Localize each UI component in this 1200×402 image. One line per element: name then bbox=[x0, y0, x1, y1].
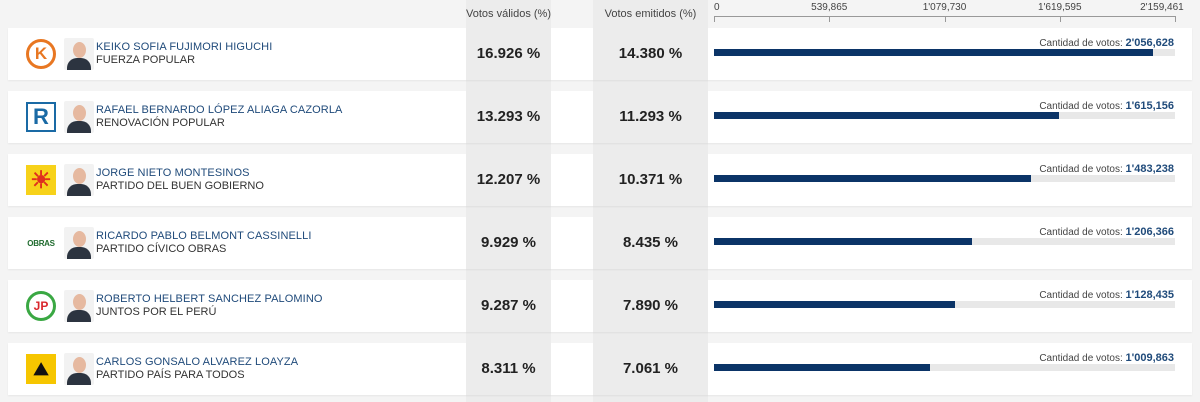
valid-votes-percent: 13.293 % bbox=[476, 108, 541, 125]
candidate-photo bbox=[64, 227, 94, 259]
axis-tick-label: 1'079,730 bbox=[922, 2, 967, 13]
candidate-photo bbox=[64, 290, 94, 322]
votes-label: Cantidad de votos: bbox=[1039, 101, 1123, 112]
party-logo-icon: JP bbox=[26, 291, 56, 321]
party-logo-icon: R bbox=[26, 102, 56, 132]
axis-tick bbox=[1059, 16, 1061, 22]
votes-value: 1'009,863 bbox=[1125, 352, 1175, 364]
votes-label: Cantidad de votos: bbox=[1039, 38, 1123, 49]
votes-bar bbox=[714, 175, 1031, 182]
party-name: PARTIDO CÍVICO OBRAS bbox=[96, 243, 227, 255]
votes-count: Cantidad de votos: 1'128,435 bbox=[1039, 289, 1174, 301]
candidate-row[interactable]: K KEIKO SOFIA FUJIMORI HIGUCHI FUERZA PO… bbox=[8, 28, 1192, 80]
emitted-votes-percent: 14.380 % bbox=[618, 45, 683, 62]
candidate-name[interactable]: JORGE NIETO MONTESINOS bbox=[96, 167, 250, 179]
votes-bar-track bbox=[714, 301, 1175, 308]
candidate-photo bbox=[64, 38, 94, 70]
header-valid-votes: Votos válidos (%) bbox=[466, 8, 551, 20]
axis-tick-label: 0 bbox=[714, 2, 720, 13]
valid-votes-percent: 9.287 % bbox=[480, 297, 537, 314]
party-logo-icon: OBRAS bbox=[27, 238, 55, 248]
axis-tick bbox=[1175, 16, 1176, 22]
axis-tick bbox=[829, 16, 831, 22]
votes-count: Cantidad de votos: 1'615,156 bbox=[1039, 100, 1174, 112]
party-name: FUERZA POPULAR bbox=[96, 54, 196, 66]
axis-tick-label: 2'159,461 bbox=[1140, 2, 1184, 13]
party-logo-icon: ⛰ bbox=[26, 354, 56, 384]
axis-tick bbox=[714, 16, 715, 22]
candidate-row[interactable]: ☀ JORGE NIETO MONTESINOS PARTIDO DEL BUE… bbox=[8, 154, 1192, 206]
candidate-row[interactable]: R RAFAEL BERNARDO LÓPEZ ALIAGA CAZORLA R… bbox=[8, 91, 1192, 143]
candidate-name[interactable]: KEIKO SOFIA FUJIMORI HIGUCHI bbox=[96, 41, 273, 53]
emitted-cell-shade bbox=[593, 280, 708, 332]
emitted-cell-shade bbox=[593, 343, 708, 395]
candidate-row[interactable]: OBRAS RICARDO PABLO BELMONT CASSINELLI P… bbox=[8, 217, 1192, 269]
votes-value: 1'483,238 bbox=[1125, 163, 1175, 175]
votes-bar-track bbox=[714, 238, 1175, 245]
valid-cell-shade bbox=[466, 217, 551, 269]
votes-bar-track bbox=[714, 49, 1175, 56]
candidate-name[interactable]: CARLOS GONSALO ALVAREZ LOAYZA bbox=[96, 356, 299, 368]
votes-value: 2'056,628 bbox=[1125, 37, 1175, 49]
axis-tick-label: 1'619,595 bbox=[1037, 2, 1082, 13]
emitted-votes-percent: 10.371 % bbox=[618, 171, 683, 188]
axis-tick bbox=[944, 16, 946, 22]
emitted-votes-percent: 7.890 % bbox=[622, 297, 679, 314]
candidate-row[interactable]: JP ROBERTO HELBERT SANCHEZ PALOMINO JUNT… bbox=[8, 280, 1192, 332]
votes-bar bbox=[714, 238, 972, 245]
candidate-photo bbox=[64, 164, 94, 196]
valid-cell-shade bbox=[466, 28, 551, 80]
party-name: JUNTOS POR EL PERÚ bbox=[96, 306, 217, 318]
emitted-votes-percent: 11.293 % bbox=[619, 108, 682, 125]
votes-bar bbox=[714, 49, 1153, 56]
emitted-cell-shade bbox=[593, 154, 708, 206]
valid-cell-shade bbox=[466, 154, 551, 206]
party-name: PARTIDO PAÍS PARA TODOS bbox=[96, 369, 245, 381]
emitted-votes-percent: 8.435 % bbox=[622, 234, 679, 251]
valid-votes-percent: 16.926 % bbox=[476, 45, 541, 62]
votes-bar-track bbox=[714, 112, 1175, 119]
party-logo-icon: ☀ bbox=[26, 165, 56, 195]
valid-cell-shade bbox=[466, 91, 551, 143]
candidate-photo bbox=[64, 353, 94, 385]
candidate-name[interactable]: ROBERTO HELBERT SANCHEZ PALOMINO bbox=[96, 293, 323, 305]
votes-value: 1'206,366 bbox=[1125, 226, 1175, 238]
emitted-votes-percent: 7.061 % bbox=[622, 360, 679, 377]
valid-votes-percent: 8.311 % bbox=[481, 360, 536, 377]
party-name: RENOVACIÓN POPULAR bbox=[96, 117, 225, 129]
emitted-cell-shade bbox=[593, 91, 708, 143]
votes-bar bbox=[714, 364, 930, 371]
votes-label: Cantidad de votos: bbox=[1039, 290, 1123, 301]
votes-count: Cantidad de votos: 2'056,628 bbox=[1039, 37, 1174, 49]
votes-value: 1'128,435 bbox=[1125, 289, 1175, 301]
emitted-cell-shade bbox=[593, 28, 708, 80]
votes-count: Cantidad de votos: 1'009,863 bbox=[1039, 352, 1174, 364]
candidate-name[interactable]: RAFAEL BERNARDO LÓPEZ ALIAGA CAZORLA bbox=[96, 104, 343, 116]
votes-bar-track bbox=[714, 175, 1175, 182]
votes-count: Cantidad de votos: 1'206,366 bbox=[1039, 226, 1174, 238]
votes-label: Cantidad de votos: bbox=[1039, 164, 1123, 175]
axis-tick-label: 539,865 bbox=[811, 2, 848, 13]
emitted-cell-shade bbox=[593, 217, 708, 269]
candidate-row[interactable]: ⛰ CARLOS GONSALO ALVAREZ LOAYZA PARTIDO … bbox=[8, 343, 1192, 395]
party-name: PARTIDO DEL BUEN GOBIERNO bbox=[96, 180, 264, 192]
party-logo-icon: K bbox=[26, 39, 56, 69]
candidate-photo bbox=[64, 101, 94, 133]
votes-bar bbox=[714, 112, 1059, 119]
header-emitted-votes: Votos emitidos (%) bbox=[604, 8, 697, 20]
valid-votes-percent: 12.207 % bbox=[476, 171, 541, 188]
valid-cell-shade bbox=[466, 343, 551, 395]
valid-votes-percent: 9.929 % bbox=[480, 234, 537, 251]
votes-value: 1'615,156 bbox=[1125, 100, 1175, 112]
valid-cell-shade bbox=[466, 280, 551, 332]
votes-bar bbox=[714, 301, 955, 308]
votes-label: Cantidad de votos: bbox=[1039, 227, 1123, 238]
votes-bar-track bbox=[714, 364, 1175, 371]
votes-label: Cantidad de votos: bbox=[1039, 353, 1123, 364]
votes-count: Cantidad de votos: 1'483,238 bbox=[1039, 163, 1174, 175]
votes-axis: 0 539,865 1'079,730 1'619,595 2'159,461 bbox=[714, 0, 1184, 22]
candidate-name[interactable]: RICARDO PABLO BELMONT CASSINELLI bbox=[96, 230, 312, 242]
